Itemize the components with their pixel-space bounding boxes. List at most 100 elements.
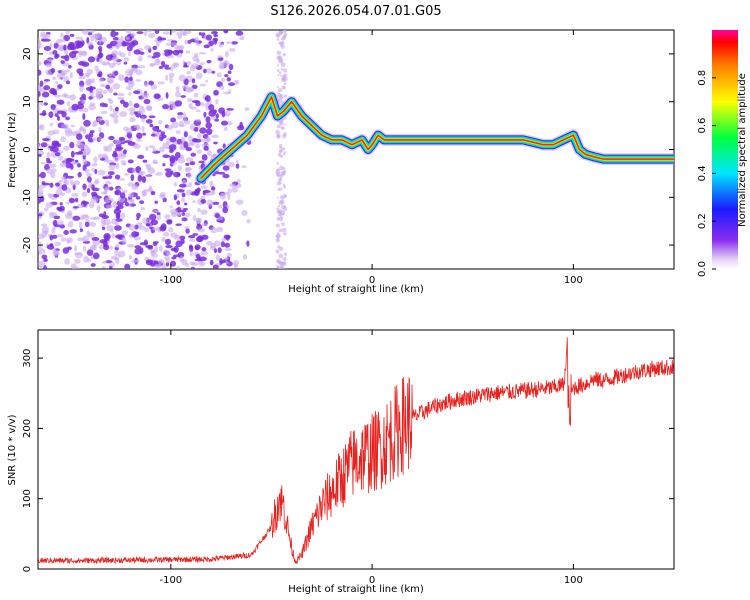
spectrogram-noise-blob [124,76,130,83]
spectrogram-noise-blob [169,136,177,143]
spectrogram-noise-blob [70,150,75,158]
spectrogram-noise-blob [173,181,177,187]
spectrogram-noise-blob [108,143,114,147]
snr-ytick-label: 100 [22,489,33,508]
spectrogram-noise-blob [206,199,214,207]
spectrogram-noise-blob [107,175,113,179]
spectrogram-noise-blob [161,236,167,243]
spectrogram-noise-blob [115,234,123,239]
spectrogram-noise-blob [41,38,46,42]
spectrogram-noise-blob [71,130,78,137]
spectrogram-noise-blob [114,70,119,76]
spectrogram-noise-blob [123,61,128,65]
spectrogram-noise-blob [151,55,156,59]
spectrogram-noise-blob [197,124,201,129]
spectrogram-noise-blob [82,235,89,242]
spectrogram-noise-blob [62,247,70,254]
spectrogram-noise-blob [164,67,171,70]
spectrogram-noise-blob [220,241,225,248]
spectrogram-noise-blob [219,85,225,90]
spectrogram-noise-blob [124,263,131,269]
spectrogram-noise-blob [222,165,230,171]
spectrogram-noise-blob [49,147,54,152]
spectrogram-noise-blob [217,247,222,254]
spectrogram-noise-blob [110,255,118,260]
spectrogram-noise-blob [141,125,145,133]
spectrogram-noise-blob [136,31,144,35]
spectrogram-noise-blob [86,151,91,155]
spectrogram-noise-blob [130,174,135,181]
spectrogram-noise-blob [214,213,220,219]
snr-ylabel: SNR (10 * v/v) [7,414,18,485]
spectrogram-noise-blob [57,84,63,90]
spectrogram-noise-blob [167,55,175,59]
spectrogram-noise-blob [98,126,102,133]
spectrogram-noise-blob [114,139,122,145]
spectrogram-noise-blob [165,170,173,178]
spectrogram-noise-blob [235,163,240,169]
spectrogram-noise-blob [192,200,196,204]
spectrogram-noise-blob [94,168,98,175]
spectrogram-noise-blob [146,30,153,33]
spectrogram-noise-blob [200,185,208,189]
spectrogram-noise-blob [211,134,219,139]
spectrogram-noise-blob [179,146,183,151]
spectrogram-noise-blob [97,73,101,77]
spectrogram-noise-blob [170,30,177,33]
spectrogram-noise-blob [195,100,201,107]
spectrogram-noise-blob [46,168,53,175]
spectrogram-noise-blob [185,147,192,152]
spectrogram-noise-blob [213,34,219,38]
spectrogram-noise-blob [111,218,117,225]
spectrogram-noise-blob [188,244,193,250]
spectrogram-noise-blob [123,57,130,62]
spectrogram-noise-blob [53,250,59,256]
spectrogram-noise-blob [211,70,216,74]
spectrogram-noise-blob [118,178,126,181]
spectrogram-noise-blob [276,196,279,199]
spectrogram-noise-blob [282,185,287,189]
spectrogram-noise-blob [225,260,229,265]
spectrogram-noise-blob [154,132,161,136]
spectrogram-noise-blob [159,146,165,153]
spectrogram-noise-blob [150,83,158,90]
spectrogram-noise-blob [165,92,169,99]
spectrogram-noise-blob [43,264,47,269]
spectrogram-noise-blob [175,223,182,227]
spectrogram-noise-blob [81,107,89,113]
spectrogram-noise-blob [108,73,113,77]
spectrogram-noise-blob [52,219,58,227]
spectrogram-ytick-label: -10 [22,189,33,205]
spectrogram-noise-blob [283,205,287,208]
spectrogram-noise-blob [281,41,285,45]
spectrogram-noise-blob [276,134,281,139]
spectrogram-xlabel: Height of straight line (km) [288,284,424,295]
spectrogram-noise-blob [140,206,145,211]
spectrogram-noise-blob [170,260,177,267]
spectrogram-noise-blob [110,30,117,38]
spectrogram-noise-blob [76,133,83,141]
spectrogram-noise-blob [209,245,216,251]
spectrogram-noise-blob [216,227,224,233]
spectrogram-noise-blob [104,186,110,191]
spectrogram-noise-blob [54,241,62,246]
spectrogram-noise-blob [278,30,283,34]
spectrogram-noise-blob [82,158,88,166]
spectrogram-noise-blob [48,111,54,118]
spectrogram-noise-blob [241,165,247,169]
spectrogram-noise-blob [228,82,235,87]
spectrogram-noise-blob [189,251,194,257]
spectrogram-noise-blob [208,104,215,112]
spectrogram-noise-blob [224,242,231,248]
snr-ytick-label: 0 [22,566,33,572]
spectrogram-noise-blob [101,215,109,220]
spectrogram-noise-blob [196,187,201,193]
spectrogram-noise-blob [82,201,90,205]
spectrogram-noise-blob [178,183,187,188]
spectrogram-noise-blob [117,92,125,97]
spectrogram-noise-blob [100,191,108,195]
spectrogram-noise-blob [185,50,191,54]
spectrogram-noise-blob [147,55,153,59]
